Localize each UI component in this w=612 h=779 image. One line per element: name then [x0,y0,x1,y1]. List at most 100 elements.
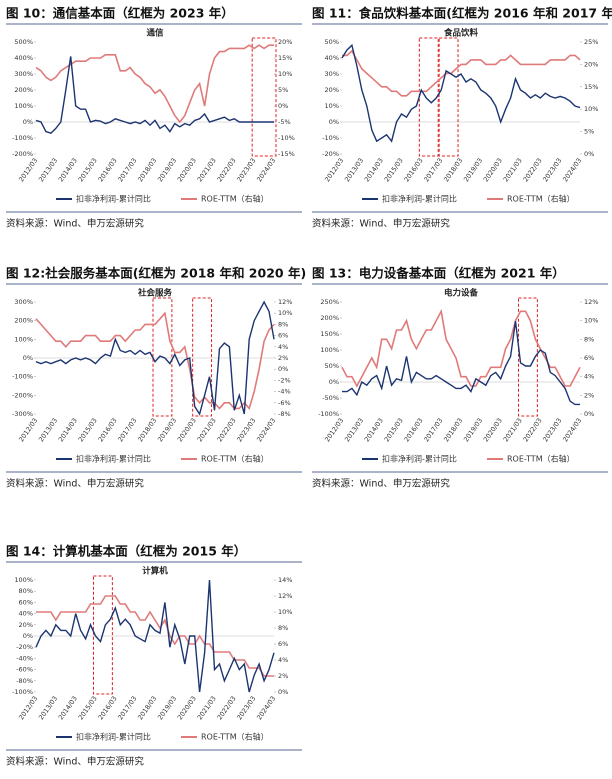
y-tick-label: -300% [12,410,33,418]
y-tick-label: -100% [12,688,33,696]
y2-tick-label: 10% [278,309,292,317]
chart-title: 通信 [146,28,164,39]
x-tick-label: 2015/03 [383,157,405,184]
y-tick-label: 250% [320,298,339,306]
chart-title: 社会服务 [137,288,173,299]
figure-caption: 图 13：电力设备基本面（红框为 2021 年） [312,266,565,281]
y2-tick-label: -6% [278,399,291,407]
legend-label: 扣非净利润-累计同比 [76,194,151,204]
y2-tick-label: 12% [278,592,292,600]
x-tick-label: 2021/03 [502,417,524,444]
x-tick-label: 2024/03 [561,417,583,444]
highlight-box [438,37,459,157]
legend-label: ROE-TTM（右轴） [201,194,269,204]
highlight-box [418,37,439,157]
y-tick-label: 100% [14,576,33,584]
x-tick-label: 2013/03 [343,157,365,184]
y2-tick-label: 12% [584,298,598,306]
y2-tick-label: 2% [278,672,288,680]
figure: 图 13：电力设备基本面（红框为 2021 年） 电力设备 -100% -50% 0% 5… [312,266,608,490]
y2-tick-label: 0% [278,102,288,110]
y2-tick-label: 12% [278,298,292,306]
y-tick-label: 0% [23,632,33,640]
highlight-box [192,297,213,417]
x-tick-label: 2023/03 [541,157,563,184]
series-line [342,321,580,406]
x-tick-label: 2015/03 [77,417,99,444]
x-tick-label: 2017/03 [422,417,444,444]
source-note: 资料来源：Wind、申万宏源研究 [312,478,450,490]
x-tick-label: 2021/03 [196,417,218,444]
highlight-box [93,575,113,695]
x-tick-label: 2019/03 [462,417,484,444]
y-tick-label: -60% [16,666,33,674]
y-tick-label: 40% [19,610,33,618]
y-tick-label: 0% [329,378,339,386]
x-tick-label: 2019/03 [462,157,484,184]
figure-caption: 图 12:社会服务基本面(红框为 2018 年和 2020 年) [6,266,306,281]
x-tick-label: 2013/03 [37,695,59,722]
legend-label: 扣非净利润-累计同比 [382,194,457,204]
x-tick-label: 2020/03 [482,157,504,184]
y2-tick-label: -10% [278,134,295,142]
legend-label: ROE-TTM（右轴） [507,194,575,204]
y2-tick-label: 6% [584,354,594,362]
x-tick-label: 2024/03 [255,417,277,444]
y2-tick-label: 14% [278,576,292,584]
y2-tick-label: 0% [584,410,594,418]
x-tick-label: 2019/03 [156,695,178,722]
x-tick-label: 2019/03 [156,157,178,184]
x-tick-label: 2015/03 [77,157,99,184]
y-tick-label: 100% [14,335,33,343]
x-tick-label: 2018/03 [442,157,464,184]
y-tick-label: -80% [16,677,33,685]
x-tick-label: 2020/03 [482,417,504,444]
y2-tick-label: 10% [584,105,598,113]
x-tick-label: 2016/03 [403,157,425,184]
series-line [35,56,274,134]
y-tick-label: 20% [325,86,339,94]
y-tick-label: -100% [318,410,339,418]
x-tick-label: 2022/03 [216,157,238,184]
y2-tick-label: 15% [584,83,598,91]
y-tick-label: 500% [14,38,33,46]
series-line [342,49,581,97]
y-tick-label: 20% [19,621,33,629]
y-tick-label: 200% [14,317,33,325]
y2-tick-label: 4% [278,656,288,664]
source-note: 资料来源：Wind、申万宏源研究 [6,478,144,490]
y-tick-label: 200% [320,314,339,322]
x-tick-label: 2014/03 [57,695,79,722]
y2-tick-label: 20% [278,38,292,46]
y-tick-label: 80% [19,587,33,595]
y-tick-label: 30% [325,70,339,78]
y2-tick-label: -5% [278,118,291,126]
y-tick-label: -20% [16,643,33,651]
y-tick-label: 200% [14,86,33,94]
y2-tick-label: 2% [278,354,288,362]
y2-tick-label: 6% [278,332,288,340]
series-line [35,300,275,416]
y2-tick-label: 5% [584,128,594,136]
x-tick-label: 2018/03 [442,417,464,444]
figure-caption: 图 11：食品饮料基本面(红框为 2016 年和 2017 年) [312,6,612,21]
x-tick-label: 2017/03 [116,695,138,722]
x-tick-label: 2021/03 [196,695,218,722]
x-tick-label: 2016/03 [403,417,425,444]
x-tick-label: 2017/03 [422,157,444,184]
y-tick-label: 10% [325,102,339,110]
y-tick-label: -40% [16,654,33,662]
y2-tick-label: 2% [584,391,594,399]
x-tick-label: 2015/03 [383,417,405,444]
y-tick-label: -100% [12,134,33,142]
y-tick-label: 300% [14,70,33,78]
y2-tick-label: 0% [584,150,594,158]
x-tick-label: 2018/03 [136,695,158,722]
x-tick-label: 2021/03 [502,157,524,184]
y-tick-label: 40% [325,54,339,62]
y2-tick-label: 0% [278,365,288,373]
y2-tick-label: 20% [584,60,598,68]
x-tick-label: 2024/03 [255,695,277,722]
y2-tick-label: 4% [584,373,594,381]
